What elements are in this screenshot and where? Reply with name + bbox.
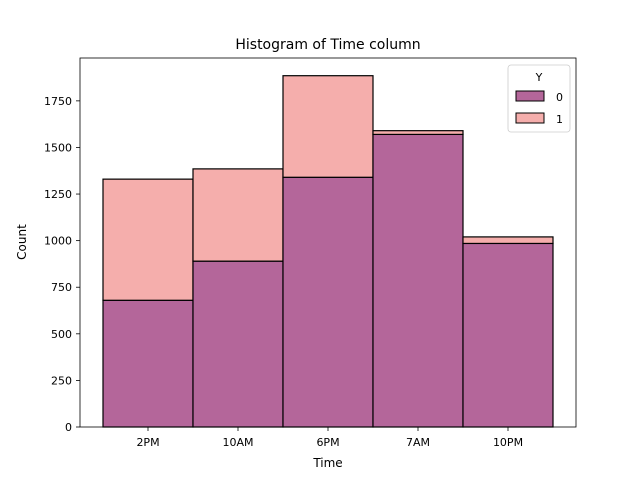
bar-10am-series-1 <box>192 168 284 262</box>
bar-2pm-series-0 <box>102 299 194 428</box>
legend-label-1: 1 <box>556 113 563 126</box>
y-axis-label: Count <box>15 224 29 260</box>
y-tick-label: 0 <box>65 421 72 434</box>
y-axis-ticks: 0 250 500 750 1000 1250 1500 1750 <box>44 95 80 434</box>
chart-title: Histogram of Time column <box>235 37 420 53</box>
legend: Y 0 1 <box>507 64 571 133</box>
x-axis-label: Time <box>312 456 342 470</box>
bar-6pm-series-0 <box>282 176 374 428</box>
y-tick-label: 250 <box>51 374 72 387</box>
x-tick-label: 6PM <box>316 436 339 449</box>
legend-swatch-0 <box>515 90 545 102</box>
bar-2pm-series-1 <box>102 178 194 301</box>
y-tick-label: 1750 <box>44 95 72 108</box>
plot-frame <box>79 57 577 428</box>
y-tick-label: 1250 <box>44 188 72 201</box>
x-axis-ticks: 2PM 10AM 6PM 7AM 10PM <box>136 427 523 449</box>
bar-6pm-series-1 <box>282 75 374 178</box>
bar-10am-series-0 <box>192 260 284 428</box>
bar-10pm-series-1 <box>462 236 554 245</box>
bar-7am-series-0 <box>372 133 464 428</box>
y-tick-label: 1500 <box>44 141 72 154</box>
x-tick-label: 10AM <box>222 436 253 449</box>
y-tick-label: 1000 <box>44 235 72 248</box>
legend-title: Y <box>535 71 543 84</box>
legend-swatch-1 <box>515 112 545 124</box>
y-tick-label: 500 <box>51 328 72 341</box>
legend-label-0: 0 <box>556 91 563 104</box>
bars-group <box>102 75 554 428</box>
x-tick-label: 7AM <box>406 436 430 449</box>
bar-10pm-series-0 <box>462 242 554 428</box>
x-tick-label: 10PM <box>493 436 523 449</box>
bar-7am-series-1 <box>372 130 464 136</box>
y-tick-label: 750 <box>51 281 72 294</box>
x-tick-label: 2PM <box>136 436 159 449</box>
